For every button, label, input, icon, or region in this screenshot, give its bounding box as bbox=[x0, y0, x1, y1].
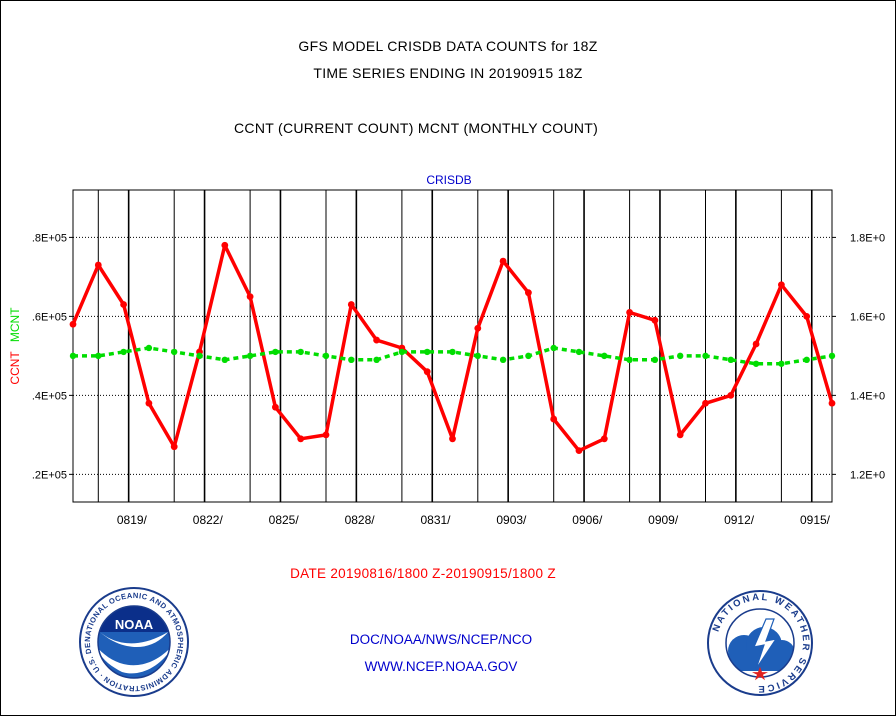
date-range-label: DATE 20190816/1800 Z-20190915/1800 Z bbox=[290, 566, 556, 581]
chart-subtitle-crisdb: CRISDB bbox=[426, 173, 471, 187]
data-point-mcnt bbox=[398, 348, 406, 356]
data-point-mcnt bbox=[348, 356, 355, 364]
data-point-mcnt bbox=[601, 352, 608, 360]
noaa-logo: NATIONAL OCEANIC AND ATMOSPHERIC ADMINIS… bbox=[78, 586, 189, 697]
y-tick-label-left: .8E+05 bbox=[32, 232, 67, 244]
data-point-mcnt bbox=[171, 348, 178, 356]
data-point-ccnt bbox=[246, 293, 254, 301]
data-point-mcnt bbox=[828, 352, 836, 360]
x-tick-label: 0912/ bbox=[724, 513, 755, 527]
data-point-mcnt bbox=[499, 356, 507, 364]
data-point-mcnt bbox=[677, 352, 684, 360]
data-point-mcnt bbox=[145, 344, 153, 352]
y-tick-label-right: 1.6E+0 bbox=[850, 311, 885, 323]
y-tick-label-right: 1.8E+0 bbox=[850, 232, 885, 244]
data-point-ccnt bbox=[373, 336, 380, 344]
data-point-mcnt bbox=[246, 352, 254, 360]
data-point-ccnt bbox=[651, 316, 659, 324]
x-tick-label: 0819/ bbox=[117, 513, 148, 527]
data-point-mcnt bbox=[69, 352, 77, 360]
data-point-ccnt bbox=[449, 435, 456, 443]
chart-title-line1: GFS MODEL CRISDB DATA COUNTS for 18Z bbox=[298, 38, 598, 54]
data-point-mcnt bbox=[424, 348, 431, 356]
x-tick-label: 0825/ bbox=[269, 513, 300, 527]
data-point-ccnt bbox=[828, 399, 836, 407]
data-point-ccnt bbox=[803, 312, 811, 320]
data-point-ccnt bbox=[145, 399, 153, 407]
data-point-ccnt bbox=[120, 301, 127, 308]
data-point-mcnt bbox=[221, 356, 228, 364]
nws-logo: NATIONAL WEATHER SERVICE bbox=[707, 590, 813, 696]
axis-labels: .2E+05 1.2E+0 .4E+05 1.4E+0 .6E+05 1.6E+0 .8E+… bbox=[32, 232, 885, 527]
data-point-mcnt bbox=[702, 352, 709, 360]
footer-url-line: WWW.NCEP.NOAA.GOV bbox=[364, 659, 518, 674]
data-point-mcnt bbox=[525, 352, 532, 360]
data-point-ccnt bbox=[499, 257, 507, 265]
noaa-logo-text: NOAA bbox=[115, 617, 154, 632]
data-point-mcnt bbox=[95, 352, 102, 360]
data-point-mcnt bbox=[752, 360, 760, 367]
y-axis-label-left: CCNT MCNT bbox=[8, 307, 22, 385]
x-tick-label: 0822/ bbox=[193, 513, 224, 527]
data-point-ccnt bbox=[778, 281, 785, 289]
data-point-ccnt bbox=[575, 447, 583, 455]
data-point-ccnt bbox=[600, 435, 608, 443]
data-point-ccnt bbox=[272, 403, 279, 411]
y-tick-label-right: 1.4E+0 bbox=[850, 390, 885, 402]
data-point-mcnt bbox=[626, 356, 633, 364]
series-line-ccnt bbox=[71, 243, 834, 453]
y-tick-label-right: 1.2E+0 bbox=[850, 469, 885, 481]
data-point-ccnt bbox=[94, 261, 102, 269]
data-point-ccnt bbox=[525, 289, 532, 297]
y-tick-label-left: .2E+05 bbox=[32, 469, 67, 481]
data-point-mcnt bbox=[575, 348, 583, 356]
data-point-mcnt bbox=[803, 356, 810, 364]
data-point-ccnt bbox=[752, 340, 760, 348]
data-point-ccnt bbox=[550, 415, 558, 423]
x-tick-label: 0828/ bbox=[345, 513, 376, 527]
data-point-mcnt bbox=[272, 348, 279, 356]
y-axis-label-ccnt: CCNT bbox=[8, 351, 22, 385]
chart-title-line2: TIME SERIES ENDING IN 20190915 18Z bbox=[313, 65, 583, 81]
y-axis-label-mcnt: MCNT bbox=[8, 307, 22, 342]
x-tick-label: 0909/ bbox=[648, 513, 679, 527]
data-point-mcnt bbox=[120, 348, 127, 356]
data-point-mcnt bbox=[778, 360, 785, 367]
data-point-mcnt bbox=[727, 356, 734, 364]
data-point-mcnt bbox=[550, 344, 557, 352]
data-point-ccnt bbox=[626, 309, 633, 316]
y-tick-label-left: .4E+05 bbox=[32, 390, 67, 402]
plot-area-border bbox=[72, 189, 833, 503]
data-point-ccnt bbox=[423, 368, 431, 376]
data-point-ccnt bbox=[702, 399, 709, 407]
data-point-ccnt bbox=[347, 301, 355, 308]
data-point-ccnt bbox=[322, 431, 330, 439]
data-point-ccnt bbox=[297, 435, 305, 443]
data-point-ccnt bbox=[676, 431, 684, 439]
data-point-mcnt bbox=[651, 356, 659, 364]
data-point-mcnt bbox=[196, 352, 203, 360]
data-point-mcnt bbox=[474, 352, 481, 360]
y-tick-label-left: .6E+05 bbox=[32, 311, 67, 323]
data-point-mcnt bbox=[322, 352, 330, 360]
grid-lines bbox=[69, 190, 836, 502]
x-tick-label: 0831/ bbox=[420, 513, 451, 527]
chart-title-line3: CCNT (CURRENT COUNT) MCNT (MONTHLY COUNT… bbox=[234, 120, 599, 136]
data-point-mcnt bbox=[449, 348, 456, 356]
data-point-ccnt bbox=[727, 391, 735, 399]
series-layer bbox=[69, 241, 836, 455]
data-point-ccnt bbox=[474, 324, 482, 332]
x-tick-label: 0903/ bbox=[496, 513, 527, 527]
data-point-mcnt bbox=[297, 348, 304, 356]
data-point-mcnt bbox=[373, 356, 380, 364]
footer-org-line: DOC/NOAA/NWS/NCEP/NCO bbox=[349, 632, 533, 647]
data-point-ccnt bbox=[221, 241, 229, 249]
data-point-ccnt bbox=[170, 443, 178, 451]
x-tick-label: 0906/ bbox=[572, 513, 603, 527]
data-point-ccnt bbox=[69, 320, 77, 328]
x-tick-label: 0915/ bbox=[800, 513, 831, 527]
